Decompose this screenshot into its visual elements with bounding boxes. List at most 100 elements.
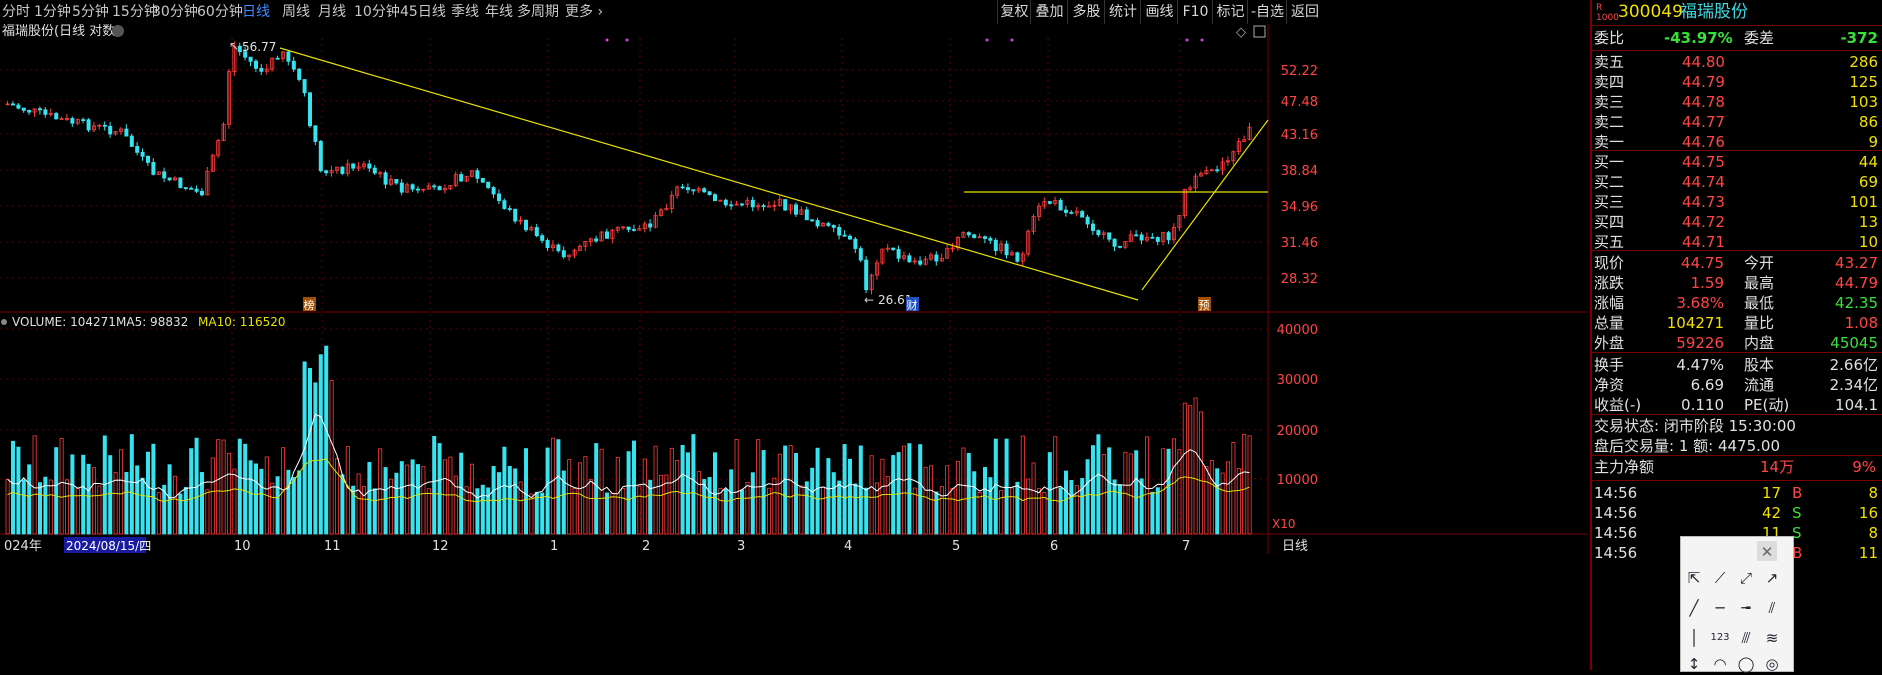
volume-bar: [113, 472, 118, 535]
stock-name: 福瑞股份: [1680, 2, 1748, 22]
bids-row: 买四 44.72 13: [1594, 213, 1878, 231]
circle-icon[interactable]: ◯: [1737, 655, 1755, 673]
volume-bar: [1242, 433, 1247, 535]
period-tab-4[interactable]: 30分钟: [152, 4, 198, 20]
diamond-icon[interactable]: ◇: [1236, 25, 1246, 40]
volume-bar: [1010, 487, 1015, 535]
period-tab-9[interactable]: 10分钟: [354, 4, 400, 20]
volume-bar: [59, 438, 64, 535]
period-tab-3[interactable]: 15分钟: [112, 4, 158, 20]
signal-dot: [985, 38, 989, 42]
period-tab-11[interactable]: 季线: [451, 4, 479, 20]
fan-icon[interactable]: ≋: [1765, 629, 1779, 647]
bids-row: 买五 44.71 10: [1594, 233, 1878, 251]
candle-body: [356, 166, 361, 169]
volume-bar: [1247, 435, 1252, 535]
toolbar-button-0[interactable]: 复权: [997, 0, 1031, 24]
period-tab-1[interactable]: 1分钟: [34, 4, 71, 20]
volume-bar: [750, 472, 755, 535]
period-tab-5[interactable]: 60分钟: [197, 4, 243, 20]
stats-row: 现价 44.75 今开 43.27: [1594, 254, 1878, 272]
period-tab-12[interactable]: 年线: [485, 4, 513, 20]
volume-bar: [1199, 411, 1204, 535]
volume-bar: [205, 489, 210, 535]
parallel-icon[interactable]: ⫻: [1741, 629, 1751, 647]
period-tab-0[interactable]: 分时: [2, 4, 30, 20]
volume-bar: [1150, 491, 1155, 535]
volume-bar: [469, 463, 474, 535]
toolbar-button-7[interactable]: -自选: [1247, 0, 1287, 24]
candle-body: [1118, 245, 1123, 248]
volume-bar: [221, 439, 226, 535]
period-tab-2[interactable]: 5分钟: [72, 4, 109, 20]
period-tab-7[interactable]: 周线: [282, 4, 310, 20]
ray-icon[interactable]: ↗: [1765, 569, 1779, 587]
candle-body: [659, 209, 664, 216]
candles: [5, 41, 1252, 295]
candle-body: [194, 188, 199, 192]
candle-body: [1112, 238, 1117, 247]
drawing-tools-popup[interactable]: ✕ ⇱ ⟋ ⤢ ↗ ╱ ─ ╼ ⫽ │ 123 ⫻ ≋ ↕ ◠ ◯ ◎: [1680, 536, 1794, 673]
volume-bar: [696, 470, 701, 535]
line-icon[interactable]: ⤢: [1739, 569, 1752, 587]
period-tab-13[interactable]: 多周期: [517, 4, 559, 20]
candle-body: [405, 184, 410, 193]
wave-icon[interactable]: 123: [1710, 632, 1730, 643]
hline-icon[interactable]: ─: [1715, 599, 1725, 617]
candle-body: [999, 243, 1004, 251]
volume-bar: [831, 472, 836, 535]
arrow-icon[interactable]: ↕: [1687, 655, 1701, 673]
down-trendline[interactable]: [279, 47, 1139, 301]
candle-body: [81, 119, 86, 122]
candle-body: [756, 205, 761, 208]
gann-icon[interactable]: ◎: [1765, 655, 1779, 673]
cursor-icon[interactable]: ⇱: [1687, 569, 1701, 587]
candle-body: [669, 194, 674, 209]
ma10-line: [7, 458, 1250, 503]
toolbar-button-4[interactable]: 画线: [1140, 0, 1178, 24]
candle-body: [1150, 236, 1155, 239]
hsegment-icon[interactable]: ╼: [1741, 599, 1751, 617]
segment-icon[interactable]: ⟋: [1714, 569, 1726, 587]
candle-body: [1134, 234, 1139, 237]
volume-bar: [232, 468, 237, 535]
window-icon[interactable]: [1253, 25, 1266, 38]
candle-body: [75, 119, 80, 124]
chevron-down-icon[interactable]: [112, 25, 124, 37]
toolbar-button-3[interactable]: 统计: [1104, 0, 1141, 24]
close-icon[interactable]: ✕: [1757, 541, 1777, 561]
slant-line-icon[interactable]: ╱: [1689, 599, 1699, 617]
toolbar-button-8[interactable]: 返回: [1286, 0, 1323, 24]
vline-icon[interactable]: │: [1689, 629, 1699, 647]
candle-body: [124, 128, 129, 137]
toolbar-button-2[interactable]: 多股: [1067, 0, 1105, 24]
price-axis-label: 28.32: [1281, 272, 1318, 287]
period-tab-10[interactable]: 45日线: [400, 4, 446, 20]
candle-body: [1209, 169, 1214, 172]
candle-body: [810, 219, 815, 222]
candle-body: [794, 204, 799, 215]
volume-bar: [453, 475, 458, 535]
toolbar-button-1[interactable]: 叠加: [1030, 0, 1068, 24]
candle-body: [248, 56, 253, 62]
toolbar-button-5[interactable]: F10: [1177, 0, 1213, 24]
kline-chart[interactable]: 福瑞股份(日线 对数) 52.22 47.48 43.16 38.84 34.96 31.4…: [0, 24, 1588, 670]
volume-bar: [43, 476, 48, 535]
volume-bar: [578, 462, 583, 535]
channel-icon[interactable]: ⫽: [1768, 599, 1776, 617]
volume-bar: [32, 435, 37, 535]
candle-body: [502, 200, 507, 209]
period-tab-8[interactable]: 月线: [318, 4, 346, 20]
volume-bar: [999, 490, 1004, 535]
up-trendline[interactable]: [1141, 119, 1269, 291]
candle-body: [421, 188, 426, 191]
toolbar-button-6[interactable]: 标记: [1212, 0, 1248, 24]
period-tab-6[interactable]: 日线: [242, 4, 270, 20]
candle-body: [480, 177, 485, 183]
low-label: 26.61: [878, 293, 912, 307]
stock-header: R 1000 300049 福瑞股份: [1592, 1, 1882, 25]
period-tab-14[interactable]: 更多 ›: [565, 4, 604, 20]
volume-bar: [119, 449, 124, 535]
arc-icon[interactable]: ◠: [1713, 655, 1727, 673]
candle-body: [723, 199, 728, 206]
